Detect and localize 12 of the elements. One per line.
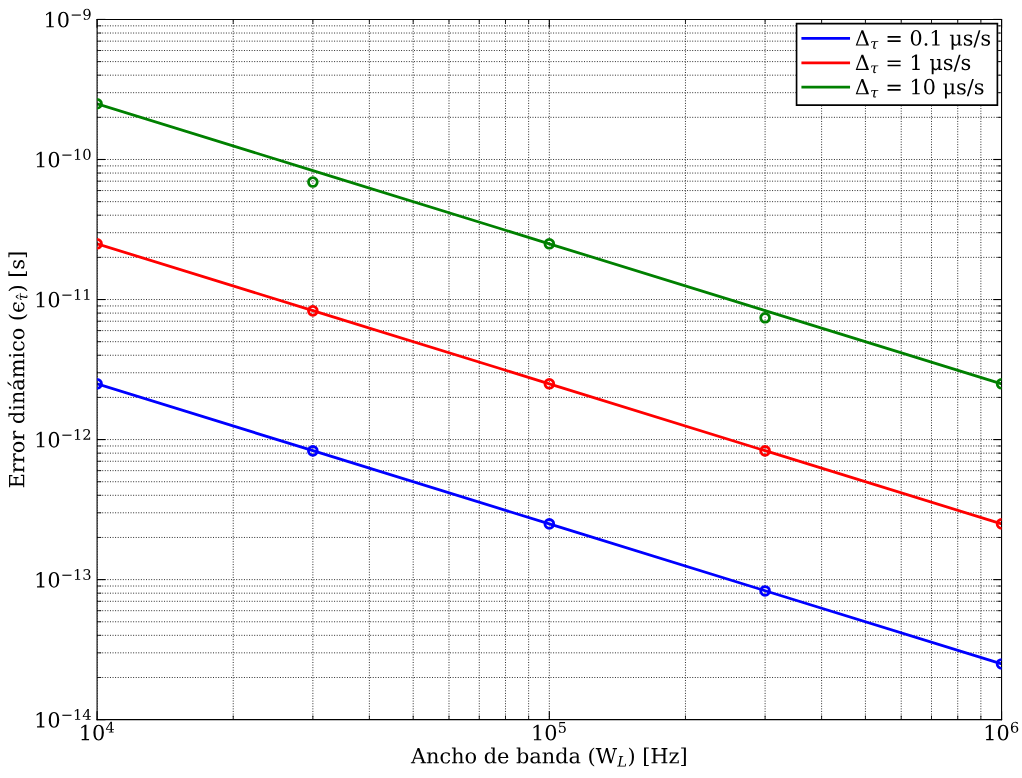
y-tick-label: 10$^{−10}$ bbox=[36, 148, 91, 168]
y-tick-label: 10$^{−9}$ bbox=[46, 8, 91, 28]
y-axis-title: Error dinámico (ϵ$_{τ̂}$) [s] bbox=[7, 252, 28, 488]
legend-label: Δ$_{τ}$ = 1 μs/s bbox=[855, 54, 971, 75]
x-tick-label: 10$^{6}$ bbox=[985, 721, 1019, 741]
y-tick-label: 10$^{−11}$ bbox=[36, 288, 90, 308]
y-tick-label: 10$^{−13}$ bbox=[36, 568, 91, 588]
legend-label: Δ$_{τ}$ = 0.1 μs/s bbox=[855, 30, 991, 50]
x-axis-title: Ancho de banda (W$_{L}$) [Hz] bbox=[410, 747, 686, 767]
y-tick-label: 10$^{−12}$ bbox=[36, 428, 91, 448]
legend-label: Δ$_{τ}$ = 10 μs/s bbox=[855, 78, 984, 99]
x-tick-label: 10$^{5}$ bbox=[533, 722, 566, 741]
